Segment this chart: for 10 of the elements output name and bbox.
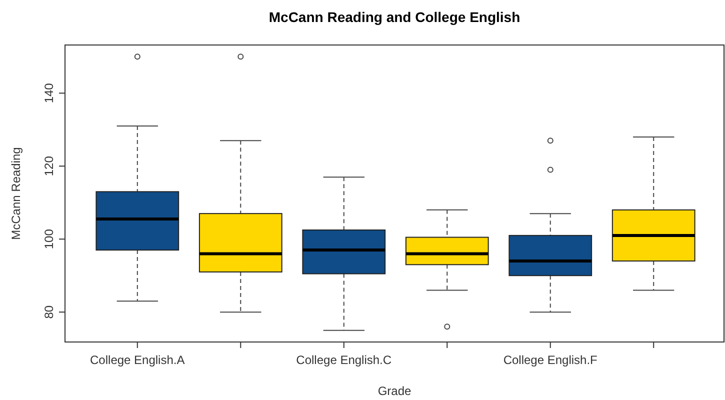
x-tick-label: College English.F xyxy=(503,353,598,367)
chart-title: McCann Reading and College English xyxy=(268,9,520,25)
x-tick-label: College English.A xyxy=(90,353,185,367)
y-axis-title: McCann Reading xyxy=(9,147,23,240)
y-tick-label: 100 xyxy=(42,228,56,250)
x-axis-title: Grade xyxy=(378,384,412,398)
y-tick-label: 140 xyxy=(42,82,56,104)
x-tick-label: College English.C xyxy=(296,353,392,367)
y-tick-label: 120 xyxy=(42,156,56,176)
y-tick-label: 80 xyxy=(42,305,56,319)
